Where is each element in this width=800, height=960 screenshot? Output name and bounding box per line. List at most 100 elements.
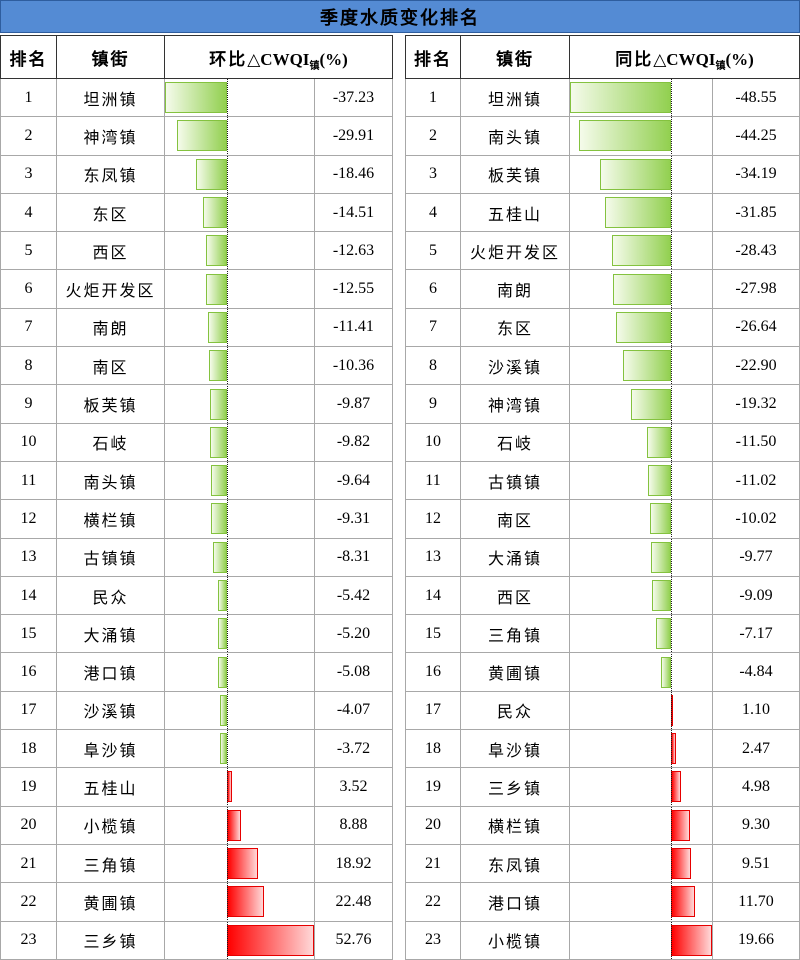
rank-cell: 21 [0,843,57,884]
rank-cell: 13 [405,537,461,577]
negative-data-bar [212,541,227,573]
rank-cell: 8 [405,346,461,386]
zero-axis-line [226,462,228,499]
bar-cell [164,882,315,922]
value-cell: -29.91 [314,116,393,156]
value-cell: -11.50 [712,422,800,462]
negative-data-bar [650,541,672,573]
value-cell: -22.90 [712,346,800,386]
table-row: 18 阜沙镇 -3.72 [0,729,393,769]
positive-data-bar [226,809,242,841]
metric-subscript: 镇 [309,60,320,72]
table-row: 19 三乡镇 4.98 [405,767,800,807]
value-cell: -31.85 [712,192,800,233]
town-cell: 小榄镇 [460,920,570,960]
bar-track [166,845,314,882]
town-cell: 南区 [56,346,165,386]
bar-track [166,653,314,691]
value-cell: -48.55 [712,77,800,118]
zero-axis-line [226,156,228,193]
bar-track [166,424,314,461]
town-cell: 神湾镇 [56,116,165,156]
bar-track [166,768,314,806]
rank-cell: 10 [405,422,461,462]
town-cell: 阜沙镇 [56,729,165,769]
bar-track [166,615,314,652]
value-cell: -7.17 [712,614,800,654]
bar-track [166,117,314,155]
value-cell: -44.25 [712,116,800,156]
bar-cell [569,729,713,769]
bar-track [166,347,314,384]
town-cell: 坦洲镇 [460,77,570,118]
rank-cell: 19 [405,767,461,807]
negative-data-bar [205,235,227,267]
rank-cell: 5 [0,231,57,271]
bar-cell [164,575,315,616]
rank-cell: 18 [0,729,57,769]
header-row: 排名 镇街 环比△CWQI镇(%) [0,35,393,79]
zero-axis-line [226,270,228,308]
table-row: 20 横栏镇 9.30 [405,805,800,845]
bar-track [571,156,712,193]
metric-suffix: (%) [319,49,348,69]
value-cell: 9.51 [712,843,800,884]
town-cell: 南朗 [56,307,165,348]
zero-axis-line [226,730,228,767]
town-cell: 板芙镇 [460,154,570,194]
ranking-tables-container: 排名 镇街 环比△CWQI镇(%) 1 坦洲镇 -37.23 2 神湾镇 -29.91 3 东… [0,35,800,960]
value-cell: -12.55 [314,269,393,309]
zero-axis-line [671,922,673,959]
table-row: 4 五桂山 -31.85 [405,192,800,233]
bar-cell [569,652,713,692]
bar-track [571,653,712,691]
bar-cell [569,269,713,309]
table-row: 8 沙溪镇 -22.90 [405,346,800,386]
positive-data-bar [671,848,691,880]
table-row: 5 火炬开发区 -28.43 [405,231,800,271]
rank-cell: 20 [0,805,57,845]
value-cell: -10.36 [314,346,393,386]
table-row: 6 火炬开发区 -12.55 [0,269,393,309]
negative-data-bar [218,618,227,650]
bar-cell [569,116,713,156]
rank-cell: 15 [405,614,461,654]
bar-cell [569,690,713,731]
town-cell: 沙溪镇 [460,346,570,386]
zero-axis-line [671,539,673,576]
zero-axis-line [671,385,673,423]
bar-cell [164,384,315,424]
value-cell: -8.31 [314,537,393,577]
negative-data-bar [604,197,672,229]
bar-cell [164,77,315,118]
table-row: 18 阜沙镇 2.47 [405,729,800,769]
value-cell: -9.87 [314,384,393,424]
negative-data-bar [647,426,672,458]
yoy-ranking-table: 排名 镇街 同比△CWQI镇(%) 1 坦洲镇 -48.55 2 南头镇 -44.25 3 板… [405,35,800,960]
rank-cell: 10 [0,422,57,462]
table-row: 20 小榄镇 8.88 [0,805,393,845]
value-cell: -5.42 [314,575,393,616]
positive-data-bar [671,809,691,841]
bar-cell [164,116,315,156]
negative-data-bar [220,733,227,765]
value-cell: -9.82 [314,422,393,462]
rank-cell: 9 [405,384,461,424]
town-cell: 古镇镇 [56,537,165,577]
zero-axis-line [671,156,673,193]
value-cell: -3.72 [314,729,393,769]
rank-cell: 11 [0,460,57,501]
positive-data-bar [671,886,696,918]
rank-cell: 14 [405,575,461,616]
bar-cell [164,231,315,271]
rank-cell: 23 [0,920,57,960]
value-cell: -26.64 [712,307,800,348]
table-row: 12 横栏镇 -9.31 [0,499,393,539]
rank-cell: 12 [0,499,57,539]
zero-axis-line [226,922,228,959]
bar-cell [164,422,315,462]
positive-data-bar [226,848,258,880]
rank-cell: 16 [0,652,57,692]
metric-prefix: 环比 [209,49,248,69]
rank-cell: 22 [0,882,57,922]
